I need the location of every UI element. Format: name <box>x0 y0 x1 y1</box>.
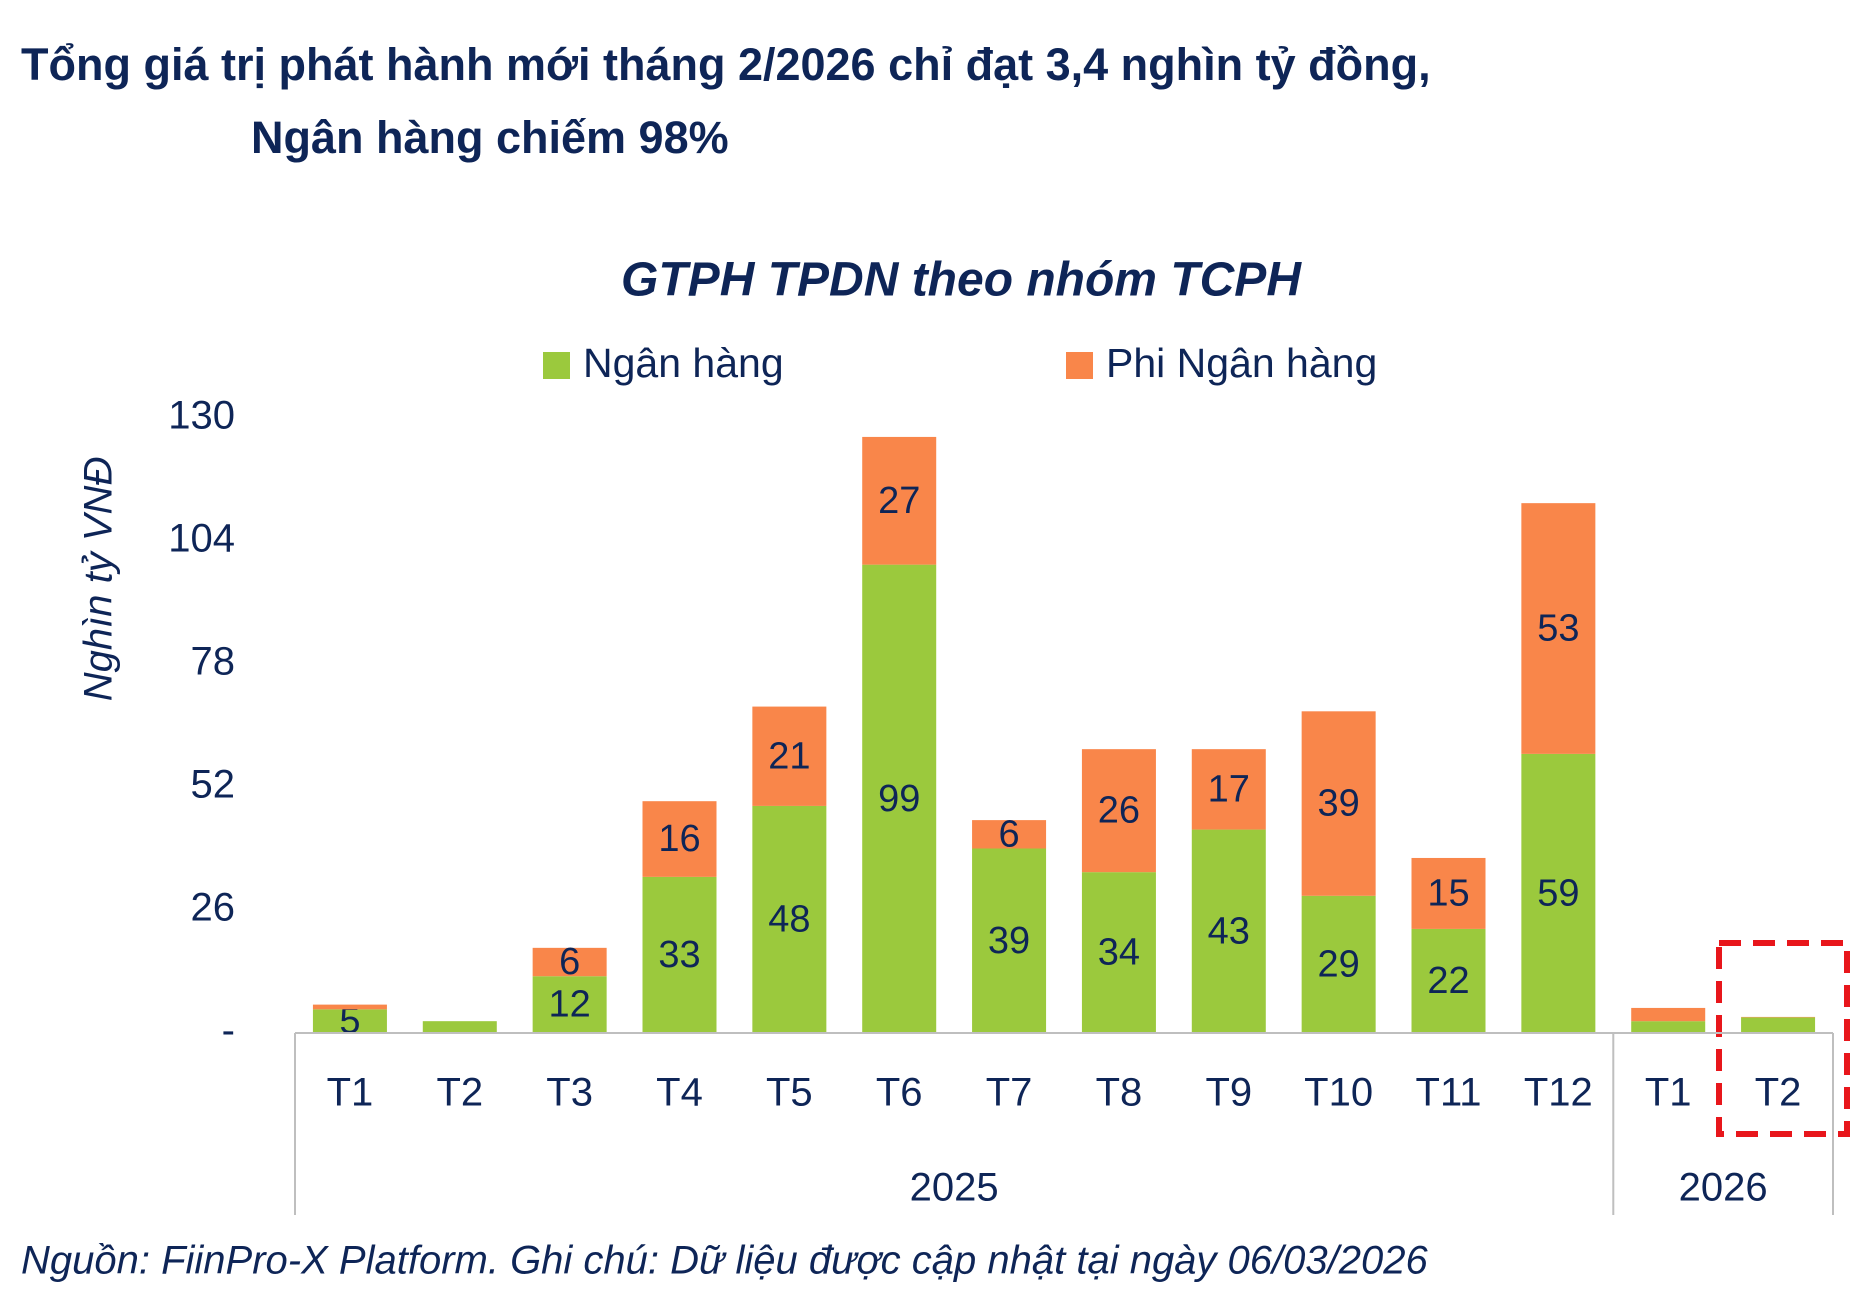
data-label: 12 <box>549 984 591 1026</box>
title-line: Tổng giá trị phát hành mới tháng 2/2026 … <box>21 39 1431 90</box>
y-tick-label: 52 <box>191 763 236 807</box>
bar-segment <box>312 1004 387 1010</box>
data-label: 26 <box>1098 790 1140 832</box>
bar-segment <box>1411 857 1486 929</box>
y-tick-label: - <box>222 1009 235 1053</box>
bar-segment <box>1081 872 1156 1033</box>
highlight-box <box>1716 940 1850 1137</box>
bar-segment <box>1301 895 1376 1033</box>
bar-segment <box>1521 503 1596 754</box>
legend-label: Phi Ngân hàng <box>1106 340 1377 386</box>
bar-segment <box>1191 829 1266 1033</box>
y-axis-label: Nghìn tỷ VNĐ <box>77 457 121 702</box>
x-tick-label: T5 <box>766 1071 813 1115</box>
bar-segment <box>1631 1007 1706 1022</box>
data-label: 29 <box>1318 943 1360 985</box>
x-tick-label: T1 <box>327 1071 374 1115</box>
bar-segment <box>312 1009 387 1033</box>
bar-segment <box>972 820 1047 849</box>
data-label: 5 <box>339 1000 360 1042</box>
data-label: 34 <box>1098 932 1140 974</box>
bar-segment <box>972 848 1047 1033</box>
data-label: 15 <box>1427 872 1469 914</box>
bar-segment <box>422 1021 497 1033</box>
x-tick-label: T12 <box>1524 1071 1593 1115</box>
bar-segment <box>1081 749 1156 873</box>
data-label: 17 <box>1208 768 1250 810</box>
data-label: 21 <box>768 735 810 777</box>
data-label: 16 <box>658 818 700 860</box>
bar-segment <box>1521 753 1596 1033</box>
group-label: 2026 <box>1679 1166 1768 1210</box>
bar-segment <box>1301 711 1376 896</box>
bar-segment <box>1191 749 1266 830</box>
y-tick-label: 130 <box>168 394 235 438</box>
bar-segment <box>862 564 937 1033</box>
x-tick-label: T4 <box>656 1071 703 1115</box>
group-label: 2025 <box>910 1166 999 1210</box>
x-tick-label: T2 <box>436 1071 483 1115</box>
data-label: 99 <box>878 778 920 820</box>
y-tick-label: 26 <box>191 886 236 930</box>
x-tick-label: T9 <box>1205 1071 1252 1115</box>
bar-segment <box>642 801 717 877</box>
data-label: 39 <box>1318 783 1360 825</box>
data-label: 39 <box>988 920 1030 962</box>
bar-segment <box>752 706 827 806</box>
bar-segment <box>1411 928 1486 1033</box>
bar-segment <box>862 436 937 565</box>
data-label: 53 <box>1537 608 1579 650</box>
title-line: Ngân hàng chiếm 98% <box>251 112 729 163</box>
bar-segment <box>642 876 717 1033</box>
data-label: 59 <box>1537 872 1579 914</box>
x-tick-label: T6 <box>876 1071 923 1115</box>
data-label: 6 <box>559 941 580 983</box>
x-tick-label: T1 <box>1645 1071 1692 1115</box>
bar-segment <box>532 976 607 1033</box>
bar-segment <box>532 947 607 977</box>
bar-segment <box>752 805 827 1033</box>
x-tick-label: T10 <box>1304 1071 1373 1115</box>
data-label: 48 <box>768 898 810 940</box>
legend-swatch <box>543 352 570 379</box>
data-label: 43 <box>1208 910 1250 952</box>
x-tick-label: T3 <box>546 1071 593 1115</box>
bar-segment <box>1741 1017 1816 1033</box>
source-note: Nguồn: FiinPro-X Platform. Ghi chú: Dữ l… <box>21 1239 1428 1283</box>
x-tick-label: T2 <box>1755 1071 1802 1115</box>
data-label: 22 <box>1427 960 1469 1002</box>
y-tick-label: 78 <box>191 640 236 684</box>
x-tick-label: T7 <box>986 1071 1033 1115</box>
legend-label: Ngân hàng <box>583 340 784 386</box>
x-tick-label: T8 <box>1096 1071 1143 1115</box>
chart-subtitle: GTPH TPDN theo nhóm TCPH <box>621 254 1302 307</box>
data-label: 33 <box>658 934 700 976</box>
bar-segment <box>1631 1021 1706 1033</box>
y-tick-label: 104 <box>168 517 235 561</box>
data-label: 6 <box>999 813 1020 855</box>
data-label: 27 <box>878 480 920 522</box>
x-tick-label: T11 <box>1416 1071 1482 1115</box>
legend-swatch <box>1066 352 1093 379</box>
